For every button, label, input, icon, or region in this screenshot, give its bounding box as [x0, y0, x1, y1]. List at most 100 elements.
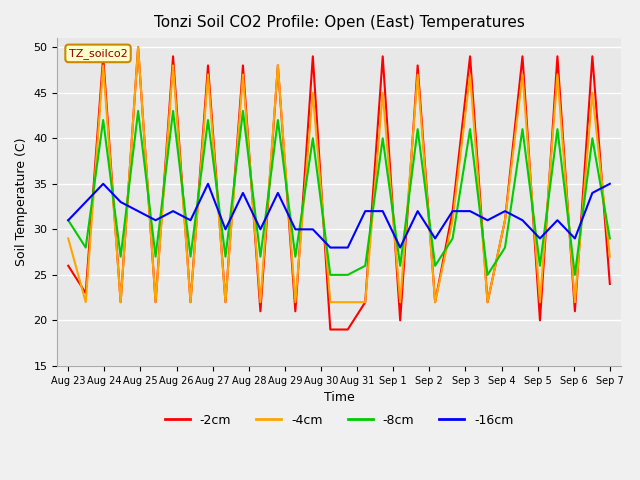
-16cm [414, 208, 422, 214]
-4cm [309, 90, 317, 96]
-16cm [134, 208, 142, 214]
-8cm [606, 236, 614, 241]
-8cm [449, 236, 456, 241]
-8cm [82, 245, 90, 251]
-16cm [204, 181, 212, 187]
-16cm [606, 181, 614, 187]
-2cm [99, 53, 107, 59]
-4cm [204, 72, 212, 77]
-4cm [466, 72, 474, 77]
-2cm [82, 290, 90, 296]
Line: -2cm: -2cm [68, 47, 610, 329]
-4cm [449, 217, 456, 223]
-8cm [239, 108, 247, 114]
-16cm [99, 181, 107, 187]
-2cm [221, 300, 229, 305]
-8cm [536, 263, 544, 269]
-2cm [606, 281, 614, 287]
-16cm [396, 245, 404, 251]
-2cm [466, 53, 474, 59]
-8cm [414, 126, 422, 132]
-2cm [117, 300, 125, 305]
-2cm [326, 326, 334, 332]
-8cm [291, 254, 299, 260]
-4cm [414, 72, 422, 77]
-8cm [396, 263, 404, 269]
-4cm [362, 300, 369, 305]
-8cm [362, 263, 369, 269]
-2cm [239, 62, 247, 68]
-16cm [536, 236, 544, 241]
-8cm [274, 117, 282, 123]
-16cm [449, 208, 456, 214]
-8cm [589, 135, 596, 141]
-16cm [187, 217, 195, 223]
Y-axis label: Soil Temperature (C): Soil Temperature (C) [15, 138, 28, 266]
-4cm [65, 236, 72, 241]
-2cm [501, 217, 509, 223]
-8cm [554, 126, 561, 132]
-2cm [431, 300, 439, 305]
-8cm [169, 108, 177, 114]
-16cm [518, 217, 526, 223]
-4cm [606, 254, 614, 260]
-16cm [257, 227, 264, 232]
-16cm [466, 208, 474, 214]
-2cm [484, 300, 492, 305]
-16cm [484, 217, 492, 223]
-4cm [99, 62, 107, 68]
-8cm [518, 126, 526, 132]
-2cm [414, 62, 422, 68]
-2cm [134, 44, 142, 50]
-8cm [204, 117, 212, 123]
-8cm [344, 272, 351, 278]
-8cm [134, 108, 142, 114]
Line: -16cm: -16cm [68, 184, 610, 248]
-16cm [117, 199, 125, 205]
-4cm [589, 90, 596, 96]
-4cm [518, 72, 526, 77]
-8cm [65, 217, 72, 223]
-4cm [554, 72, 561, 77]
-16cm [291, 227, 299, 232]
-8cm [379, 135, 387, 141]
-4cm [326, 300, 334, 305]
-16cm [554, 217, 561, 223]
-16cm [501, 208, 509, 214]
-4cm [134, 44, 142, 50]
-8cm [152, 254, 159, 260]
-2cm [379, 53, 387, 59]
-8cm [221, 254, 229, 260]
-4cm [274, 62, 282, 68]
-4cm [379, 90, 387, 96]
-4cm [344, 300, 351, 305]
Title: Tonzi Soil CO2 Profile: Open (East) Temperatures: Tonzi Soil CO2 Profile: Open (East) Temp… [154, 15, 524, 30]
-16cm [344, 245, 351, 251]
-2cm [344, 326, 351, 332]
-16cm [239, 190, 247, 196]
-4cm [257, 300, 264, 305]
-4cm [187, 300, 195, 305]
-2cm [187, 300, 195, 305]
-4cm [396, 300, 404, 305]
-2cm [518, 53, 526, 59]
-4cm [82, 300, 90, 305]
-16cm [431, 236, 439, 241]
-16cm [571, 236, 579, 241]
-8cm [257, 254, 264, 260]
-4cm [536, 300, 544, 305]
Text: TZ_soilco2: TZ_soilco2 [68, 48, 127, 59]
Line: -4cm: -4cm [68, 47, 610, 302]
-16cm [152, 217, 159, 223]
-4cm [431, 300, 439, 305]
-2cm [204, 62, 212, 68]
-2cm [589, 53, 596, 59]
Line: -8cm: -8cm [68, 111, 610, 275]
-2cm [396, 318, 404, 324]
-8cm [187, 254, 195, 260]
-16cm [169, 208, 177, 214]
-2cm [449, 208, 456, 214]
-16cm [221, 227, 229, 232]
Legend: -2cm, -4cm, -8cm, -16cm: -2cm, -4cm, -8cm, -16cm [159, 409, 518, 432]
-4cm [221, 300, 229, 305]
